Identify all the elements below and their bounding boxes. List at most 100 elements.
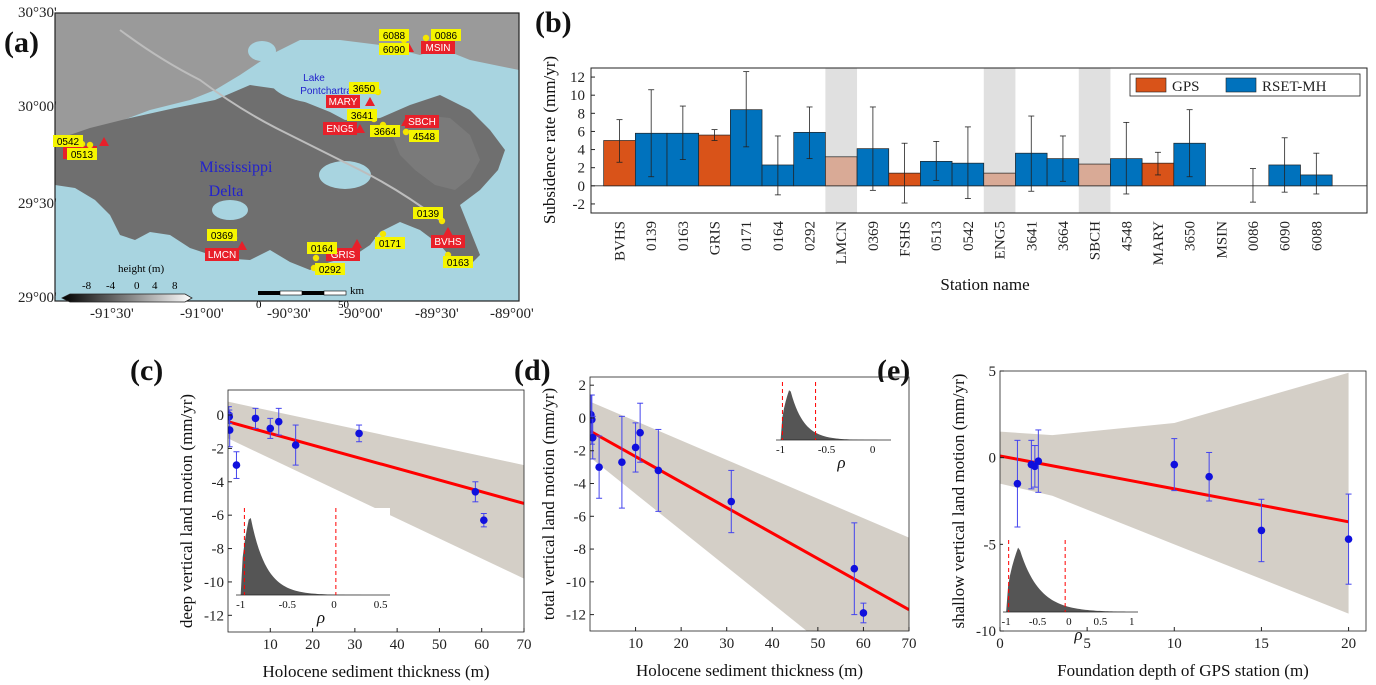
delta-label-line2: Delta (209, 183, 244, 200)
y-tick-label: 0 (217, 408, 225, 424)
gps-station-marker (237, 241, 247, 250)
scale-tick: 0 (256, 299, 262, 311)
bar (825, 156, 858, 187)
x-tick-label: 30 (347, 637, 362, 653)
bay-shape (319, 161, 371, 189)
y-tick-label: -2 (574, 444, 587, 460)
y-tick-label: 12 (570, 70, 585, 86)
rset-station-label: 0164 (311, 244, 334, 255)
y-tick-label: -8 (574, 542, 587, 558)
y-tick-label: 0 (989, 451, 997, 467)
x-tick-label: 3641 (1024, 221, 1040, 251)
lon-label: -89°30' (415, 306, 459, 322)
gps-station-marker (355, 124, 365, 133)
rset-station-label: 3664 (374, 127, 397, 138)
inset-tick-label: -1 (236, 599, 245, 611)
colorbar-tick: 8 (172, 280, 178, 292)
gps-station-label-box (326, 95, 360, 108)
lat-label: 29°00' (18, 290, 57, 306)
rset-station-label: 0163 (447, 258, 470, 269)
x-tick-label: 20 (1341, 636, 1356, 652)
data-point (654, 466, 663, 475)
lon-label: -91°30' (90, 306, 134, 322)
data-point (1013, 479, 1022, 488)
legend-label-rset: RSET-MH (1262, 79, 1327, 95)
x-tick-label: SBCH (1088, 221, 1104, 260)
x-tick-label: 70 (517, 637, 532, 653)
shaded-column (825, 68, 858, 213)
x-tick-label: 6088 (1309, 221, 1325, 251)
gps-station-label: LMCN (208, 250, 236, 261)
confidence-band (590, 401, 909, 631)
data-point (631, 443, 640, 452)
scale-bar: 0 50 km (256, 285, 365, 311)
plot-area (590, 394, 909, 631)
inset-tick-label: -0.5 (818, 444, 836, 456)
x-tick-label: MARY (1151, 221, 1167, 265)
axes-frame (999, 370, 1367, 632)
shaded-column (1078, 68, 1111, 213)
rset-station-marker (312, 254, 320, 262)
y-tick-label: -6 (212, 508, 225, 524)
inset-bars (240, 517, 362, 595)
x-tick-label: 0 (996, 636, 1004, 652)
bar (983, 172, 1016, 187)
x-tick-label: 0163 (676, 221, 692, 251)
gps-station-label-box (323, 122, 357, 135)
y-tick-label: -10 (976, 624, 996, 640)
y-axis-label: shallow vertical land motion (mm/yr) (949, 374, 968, 629)
rset-station-label-box (67, 148, 97, 160)
x-tick-label: 0171 (739, 221, 755, 251)
rset-station-label: 6088 (383, 31, 406, 42)
lake-label-line1: Lake (303, 73, 325, 84)
gps-station-label: SBCH (408, 117, 436, 128)
x-tick-label: 20 (674, 636, 689, 652)
map-lon-labels: -91°30' -91°00' -90°30' -90°00' -89°30' … (90, 306, 534, 322)
data-point (266, 424, 275, 433)
data-point (590, 415, 596, 424)
y-tick-label: -12 (204, 608, 224, 624)
y-axis-label: deep vertical land motion (mm/yr) (177, 394, 196, 628)
fit-line (590, 429, 909, 612)
x-tick-label: 15 (1254, 636, 1269, 652)
inset-tick-label: 0 (1066, 616, 1072, 628)
rset-station-label-box (315, 263, 345, 275)
y-tick-label: 2 (578, 161, 586, 177)
rset-station-label: 0542 (57, 137, 80, 148)
gps-station-marker (365, 97, 375, 106)
data-point (274, 417, 283, 426)
data-point (291, 441, 300, 449)
rset-station-label-box (370, 125, 400, 137)
data-point (251, 414, 260, 423)
y-tick-label: -8 (212, 542, 225, 558)
y-tick-label: 6 (578, 124, 586, 140)
data-point (471, 488, 480, 496)
x-tick-label: 10 (263, 637, 278, 653)
x-tick-label: 4548 (1119, 221, 1135, 251)
y-tick-label: -10 (566, 575, 586, 591)
bay-shape-2 (212, 200, 248, 220)
x-tick-label: LMCN (834, 221, 850, 265)
y-tick-label: -10 (204, 575, 224, 591)
gps-station-label: ENG5 (326, 124, 354, 135)
scale-tick: 50 (338, 299, 350, 311)
lon-label: -90°30' (267, 306, 311, 322)
inset-histogram: -1 -0.5 0 0.5 ρ (236, 508, 390, 627)
inset-tick-label: -0.5 (1029, 616, 1047, 628)
inset-tick-label: -1 (776, 444, 785, 456)
rset-station-marker (402, 128, 410, 136)
gps-station-label: GRIS (331, 250, 356, 261)
rset-station-label-box (413, 207, 443, 219)
rset-station-label-box (443, 256, 473, 268)
lon-label: -91°00' (180, 306, 224, 322)
map-lat-labels: 30°30' 30°00' 29°30' 29°00' (18, 5, 57, 306)
lon-label: -90°00' (339, 306, 383, 322)
plot-frame (590, 67, 1368, 214)
x-tick-label: 0164 (771, 221, 787, 252)
x-tick-label: 60 (856, 636, 871, 652)
rset-station-label-box (375, 237, 405, 249)
